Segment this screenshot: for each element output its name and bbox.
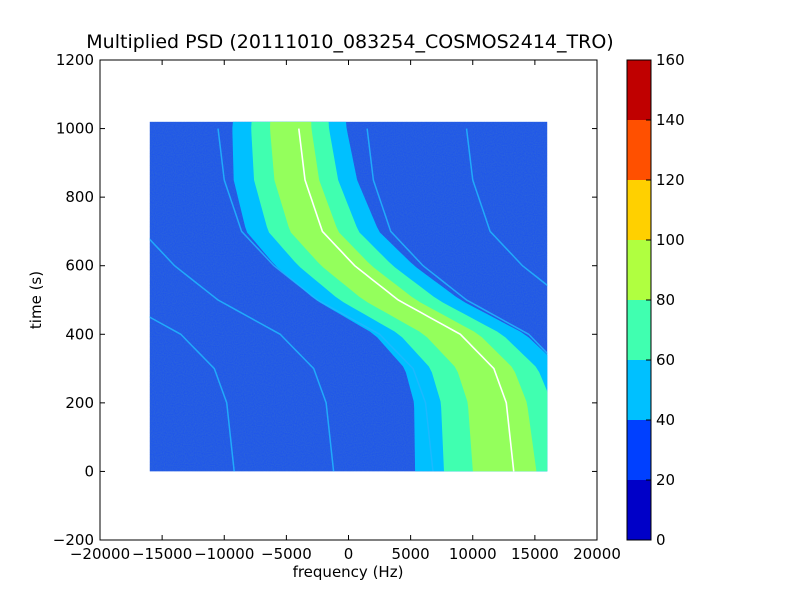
colorbar-segment — [627, 300, 651, 360]
x-tick-label: 5000 — [392, 545, 430, 563]
colorbar-tick-label: 80 — [656, 291, 675, 309]
colorbar-tick-label: 140 — [656, 111, 685, 129]
y-tick-label: 1200 — [56, 51, 94, 69]
x-tick-label: −5000 — [261, 545, 312, 563]
x-tick-label: −15000 — [132, 545, 192, 563]
secondary-trace — [217, 128, 434, 472]
plot-area — [149, 121, 548, 472]
x-tick-label: 10000 — [449, 545, 497, 563]
x-tick-label: 15000 — [511, 545, 559, 563]
y-tick-label: 1000 — [56, 120, 94, 138]
y-axis-label: time (s) — [27, 271, 45, 329]
secondary-trace — [149, 316, 235, 472]
x-tick-label: 0 — [344, 545, 354, 563]
x-tick-label: 20000 — [573, 545, 621, 563]
colorbar-tick-label: 160 — [656, 51, 685, 69]
x-tick-label: −20000 — [70, 545, 130, 563]
axes: −20000 −15000 −10000 −5000 0 5000 10000 15000 20… — [53, 51, 621, 563]
x-axis-label: frequency (Hz) — [293, 563, 404, 581]
secondary-trace — [366, 128, 548, 355]
y-tick-label: 800 — [65, 188, 94, 206]
x-tick-label: −10000 — [194, 545, 254, 563]
y-tick-label: 600 — [65, 257, 94, 275]
secondary-trace — [465, 128, 548, 287]
colorbar: 0 20 40 60 80 100 120 140 160 — [626, 51, 685, 549]
colorbar-segment — [627, 420, 651, 480]
y-tick-label: 200 — [65, 394, 94, 412]
colorbar-segment — [627, 480, 651, 540]
colorbar-segment — [627, 180, 651, 240]
colorbar-tick-label: 40 — [656, 411, 675, 429]
y-tick-label: 400 — [65, 325, 94, 343]
colorbar-segment — [627, 240, 651, 300]
heatmap-region — [149, 121, 548, 472]
trace-centerline — [298, 128, 515, 472]
y-tick-label: −200 — [53, 531, 94, 549]
secondary-trace — [149, 238, 335, 472]
colorbar-tick-label: 120 — [656, 171, 685, 189]
chart-title: Multiplied PSD (20111010_083254_COSMOS24… — [86, 31, 613, 53]
y-tick-label: 0 — [84, 462, 94, 480]
colorbar-segment — [627, 120, 651, 180]
colorbar-tick-label: 100 — [656, 231, 685, 249]
trace-band-inner — [270, 121, 537, 472]
colorbar-tick-label: 60 — [656, 351, 675, 369]
colorbar-tick-label: 20 — [656, 471, 675, 489]
colorbar-tick-label: 0 — [656, 531, 666, 549]
colorbar-segment — [627, 360, 651, 420]
colorbar-segment — [627, 60, 651, 120]
